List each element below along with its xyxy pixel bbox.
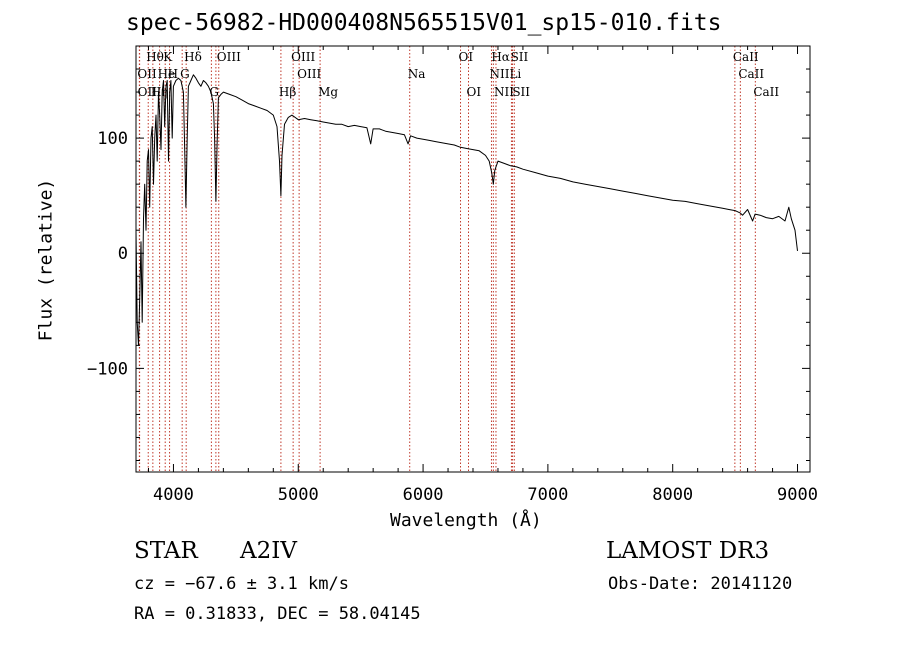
line-marker-label: CaII bbox=[733, 50, 759, 64]
line-marker-label: OII bbox=[137, 67, 157, 81]
y-axis-label: Flux (relative) bbox=[35, 178, 57, 342]
x-tick-label: 4000 bbox=[153, 485, 194, 505]
line-marker-label: CaII bbox=[753, 85, 779, 99]
line-marker-label: OIII bbox=[291, 50, 315, 64]
line-marker-label: OI bbox=[459, 50, 474, 64]
line-marker-label: Hη bbox=[151, 85, 169, 99]
series-group bbox=[135, 74, 798, 346]
chart-title: spec-56982-HD000408N565515V01_sp15-010.f… bbox=[126, 10, 722, 36]
line-marker-label: Hθ bbox=[146, 50, 164, 64]
y-ticks: −100 0 100 bbox=[87, 68, 810, 461]
x-tick-label: 8000 bbox=[652, 485, 693, 505]
line-marker-label: OIII bbox=[217, 50, 241, 64]
line-marker-label: H bbox=[168, 67, 178, 81]
survey-name: LAMOST DR3 bbox=[606, 538, 770, 564]
line-marker-label: Li bbox=[509, 67, 521, 81]
x-axis-label: Wavelength (Å) bbox=[390, 510, 542, 531]
obs-date: Obs-Date: 20141120 bbox=[608, 574, 793, 594]
line-marker-label: Mg bbox=[318, 85, 338, 99]
line-marker-label: K bbox=[163, 50, 173, 64]
coordinates-readout: RA = 0.31833, DEC = 58.04145 bbox=[134, 604, 421, 624]
line-marker-label: Hδ bbox=[184, 50, 202, 64]
x-ticks: 4000 5000 6000 7000 8000 9000 bbox=[147, 46, 818, 505]
line-marker-label: OIII bbox=[297, 67, 321, 81]
line-marker-label: OII bbox=[138, 85, 158, 99]
line-marker-label: Na bbox=[408, 67, 426, 81]
line-marker-label: He bbox=[158, 67, 176, 81]
velocity-readout: cz = −67.6 ± 3.1 km/s bbox=[134, 574, 349, 594]
line-marker-label: Hα bbox=[491, 50, 510, 64]
line-marker-label: G bbox=[180, 67, 190, 81]
line-marker-label: NII bbox=[489, 67, 509, 81]
x-tick-label: 7000 bbox=[527, 485, 568, 505]
line-marker-label: G bbox=[209, 85, 219, 99]
y-tick-label: −100 bbox=[87, 359, 128, 379]
line-marker-label: SII bbox=[512, 85, 530, 99]
object-type: STAR bbox=[134, 538, 198, 564]
line-marker-label: CaII bbox=[738, 67, 764, 81]
y-tick-label: 100 bbox=[97, 129, 128, 149]
plot-frame bbox=[135, 45, 811, 473]
spectral-class: A2IV bbox=[240, 538, 297, 564]
line-marker-label: SII bbox=[511, 50, 529, 64]
y-tick-label: 0 bbox=[118, 244, 128, 264]
marker-lines bbox=[138, 46, 756, 472]
x-tick-label: 5000 bbox=[278, 485, 319, 505]
line-marker-label: NII bbox=[494, 85, 514, 99]
series-line bbox=[135, 74, 798, 346]
line-marker-label: OI bbox=[467, 85, 482, 99]
line-marker-label: Hβ bbox=[279, 85, 296, 99]
x-tick-label: 9000 bbox=[777, 485, 818, 505]
x-tick-label: 6000 bbox=[403, 485, 444, 505]
